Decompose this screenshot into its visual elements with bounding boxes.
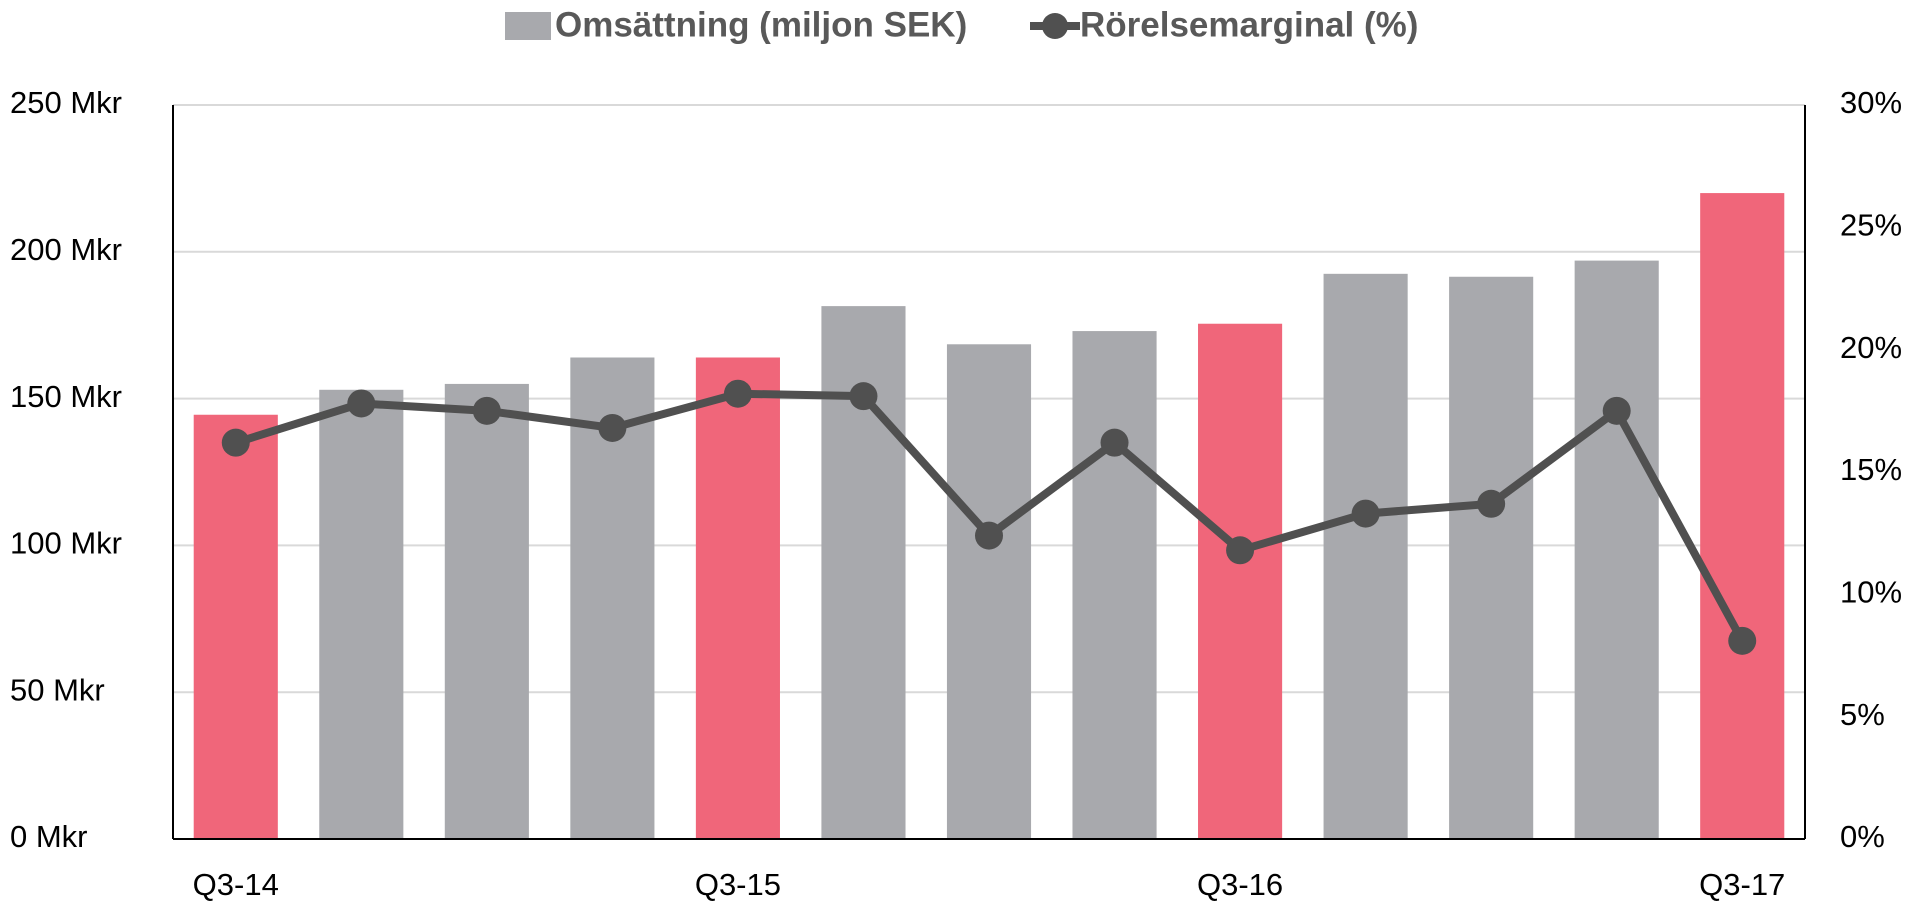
bar: [946, 344, 1032, 839]
line-marker: [347, 389, 376, 418]
line-marker: [1477, 489, 1506, 518]
y2-tick-label: 5%: [1840, 697, 1885, 732]
legend-swatch: [1042, 13, 1068, 39]
x-tick-label: Q3-16: [1197, 867, 1283, 902]
line-marker: [221, 428, 250, 457]
bar: [1323, 273, 1408, 839]
bar: [444, 383, 529, 839]
y-tick-label: 150 Mkr: [10, 379, 122, 414]
y-tick-label: 200 Mkr: [10, 232, 122, 267]
y2-tick-label: 0%: [1840, 819, 1885, 854]
bar: [319, 389, 404, 839]
line-marker: [1226, 536, 1255, 565]
y2-tick-label: 15%: [1840, 452, 1902, 487]
bar: [1198, 323, 1283, 839]
line-marker: [1351, 499, 1380, 528]
x-tick-label: Q3-14: [193, 867, 279, 902]
bar: [1072, 331, 1157, 839]
x-tick-label: Q3-17: [1699, 867, 1785, 902]
line-marker: [1602, 396, 1631, 425]
bar: [1574, 260, 1659, 839]
y2-tick-label: 30%: [1840, 85, 1902, 120]
line-marker: [975, 521, 1003, 550]
x-tick-label: Q3-15: [695, 867, 781, 902]
line-marker: [1100, 428, 1129, 457]
y2-tick-label: 25%: [1840, 208, 1902, 243]
line-marker: [723, 379, 752, 408]
y-tick-label: 100 Mkr: [10, 526, 122, 561]
line-marker: [598, 413, 627, 442]
y-tick-label: 50 Mkr: [10, 672, 105, 707]
bar: [1700, 193, 1785, 839]
legend-swatch: [505, 12, 551, 40]
y-tick-label: 250 Mkr: [10, 85, 122, 120]
y2-tick-label: 20%: [1840, 330, 1902, 365]
y2-tick-label: 10%: [1840, 575, 1902, 610]
bar: [1449, 276, 1534, 840]
bar: [193, 414, 278, 839]
y-tick-label: 0 Mkr: [10, 819, 88, 854]
legend-label: Rörelsemarginal (%): [1080, 5, 1418, 44]
line-marker: [1728, 626, 1757, 655]
line-marker: [849, 382, 878, 411]
line-marker: [472, 396, 501, 425]
bar: [695, 357, 780, 839]
legend-label: Omsättning (miljon SEK): [555, 5, 967, 44]
